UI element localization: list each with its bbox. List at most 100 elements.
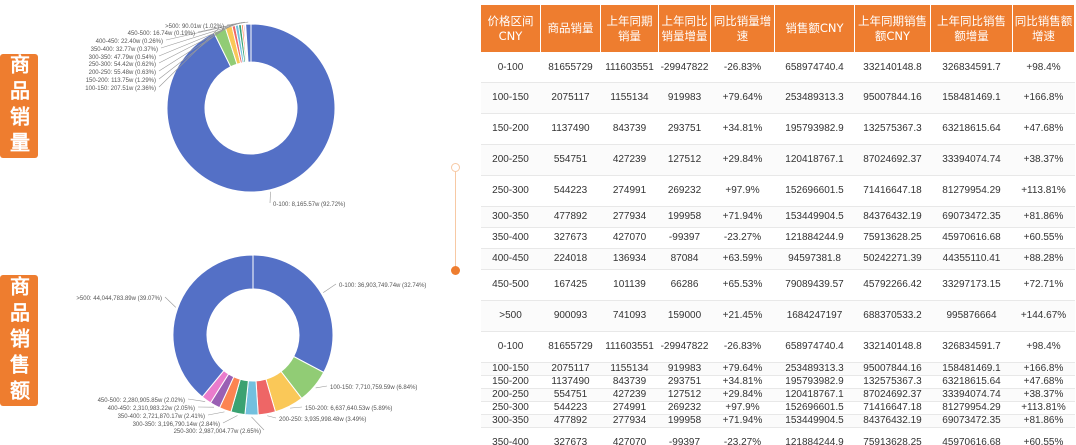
table-cell: 111603551 bbox=[600, 331, 659, 363]
table-cell: -23.27% bbox=[710, 427, 775, 445]
table-cell: 199958 bbox=[658, 414, 711, 428]
table-cell: 120418767.1 bbox=[774, 388, 855, 402]
slice-label: 200-250: 3,935,998.48w (3.49%) bbox=[279, 417, 366, 423]
table-cell: 195793982.9 bbox=[774, 375, 855, 389]
column-header: 上年同期销售额CNY bbox=[854, 4, 931, 53]
table-cell: +38.37% bbox=[1012, 388, 1075, 402]
table-cell: 741093 bbox=[600, 300, 659, 332]
label-leader-line bbox=[290, 406, 303, 409]
column-header: 价格区间CNY bbox=[480, 4, 541, 53]
table-cell: +113.81% bbox=[1012, 175, 1075, 207]
table-cell: 274991 bbox=[600, 401, 659, 415]
table-cell: 81655729 bbox=[540, 331, 601, 363]
table-cell: -26.83% bbox=[710, 52, 775, 83]
table-cell: 45970616.68 bbox=[930, 427, 1013, 445]
table-cell: 554751 bbox=[540, 388, 601, 402]
table-cell: +65.53% bbox=[710, 269, 775, 301]
slice-label: 0-100: 8,165.57w (92.72%) bbox=[273, 202, 345, 208]
table-cell: +166.8% bbox=[1012, 362, 1075, 376]
table-cell: 33297173.15 bbox=[930, 269, 1013, 301]
table-cell: 95007844.16 bbox=[854, 82, 931, 114]
table-cell: 158481469.1 bbox=[930, 82, 1013, 114]
table-cell: 224018 bbox=[540, 248, 601, 270]
table-cell: 136934 bbox=[600, 248, 659, 270]
table-row: 350-400 327673 427070 -99397 -23.27% 12188424… bbox=[480, 227, 1075, 249]
table-cell: 33394074.74 bbox=[930, 144, 1013, 176]
table-cell: 199958 bbox=[658, 206, 711, 228]
table-cell: 167425 bbox=[540, 269, 601, 301]
table-cell: 153449904.5 bbox=[774, 206, 855, 228]
pie-slice->500 bbox=[172, 254, 254, 398]
table-row: 0-100 81655729 111603551 -29947822 -26.83% 65… bbox=[480, 52, 1075, 83]
table-row: 450-500 167425 101139 66286 +65.53% 79089439.… bbox=[480, 269, 1075, 301]
table-row: 200-250 554751 427239 127512 +29.84% 12041876… bbox=[480, 388, 1075, 402]
table-cell: +72.71% bbox=[1012, 269, 1075, 301]
table-cell: +81.86% bbox=[1012, 414, 1075, 428]
column-header: 销售额CNY bbox=[774, 4, 855, 53]
slice-label: 250-300: 54.42w (0.62%) bbox=[89, 62, 156, 68]
table-cell: 95007844.16 bbox=[854, 362, 931, 376]
slice-label: 0-100: 36,903,749.74w (32.74%) bbox=[339, 283, 426, 289]
table-row: >500 900093 741093 159000 +21.45% 1684247197 6… bbox=[480, 300, 1075, 332]
table-cell: 843739 bbox=[600, 113, 659, 145]
table-cell: 87084 bbox=[658, 248, 711, 270]
table-cell: 400-450 bbox=[480, 248, 541, 270]
table-cell: +47.68% bbox=[1012, 375, 1075, 389]
pie-slice-0-100 bbox=[166, 23, 336, 193]
table-cell: 127512 bbox=[658, 388, 711, 402]
slice-label: 200-250: 55.48w (0.63%) bbox=[89, 70, 156, 76]
table-cell: 75913628.25 bbox=[854, 427, 931, 445]
table-cell: 253489313.3 bbox=[774, 362, 855, 376]
table-cell: 843739 bbox=[600, 375, 659, 389]
table-cell: 250-300 bbox=[480, 401, 541, 415]
pie-slice-0-100 bbox=[252, 254, 334, 374]
table-cell: +71.94% bbox=[710, 206, 775, 228]
slice-label: 400-450: 2,310,983.22w (2.05%) bbox=[108, 406, 195, 412]
column-header: 商品销量 bbox=[540, 4, 601, 53]
table-cell: +81.86% bbox=[1012, 206, 1075, 228]
table-cell: 919983 bbox=[658, 362, 711, 376]
table-row: 400-450 224018 136934 87084 +63.59% 94597381.… bbox=[480, 248, 1075, 270]
table-cell: 688370533.2 bbox=[854, 300, 931, 332]
table-cell: 71416647.18 bbox=[854, 401, 931, 415]
table-cell: 1155134 bbox=[600, 362, 659, 376]
table-cell: 195793982.9 bbox=[774, 113, 855, 145]
table-cell: 1137490 bbox=[540, 375, 601, 389]
table-cell: 159000 bbox=[658, 300, 711, 332]
table-cell: 121884244.9 bbox=[774, 227, 855, 249]
table-cell: 0-100 bbox=[480, 331, 541, 363]
table-cell: 332140148.8 bbox=[854, 331, 931, 363]
label-leader-line bbox=[267, 415, 277, 419]
table-cell: 66286 bbox=[658, 269, 711, 301]
table-cell: 300-350 bbox=[480, 206, 541, 228]
table-cell: 253489313.3 bbox=[774, 82, 855, 114]
table-cell: 477892 bbox=[540, 414, 601, 428]
table-cell: 87024692.37 bbox=[854, 144, 931, 176]
table-cell: +38.37% bbox=[1012, 144, 1075, 176]
slice-label: 300-350: 47.79w (0.54%) bbox=[89, 55, 156, 61]
table-cell: 75913628.25 bbox=[854, 227, 931, 249]
table-cell: 327673 bbox=[540, 427, 601, 445]
pie-chart-sales-volume: 0-100: 8,165.57w (92.72%) 100-150: 207.51… bbox=[85, 21, 345, 208]
label-leader-line bbox=[160, 22, 243, 49]
column-header: 上年同比销售额增量 bbox=[930, 4, 1013, 53]
price-range-data-table: 价格区间CNY 商品销量 上年同期销量 上年同比销量增量 同比销量增速 销售额CNY 上年同… bbox=[480, 4, 1075, 445]
table-cell: 293751 bbox=[658, 113, 711, 145]
table-cell: 293751 bbox=[658, 375, 711, 389]
table-cell: 900093 bbox=[540, 300, 601, 332]
label-leader-line bbox=[323, 283, 337, 293]
table-cell: 658974740.4 bbox=[774, 331, 855, 363]
table-cell: 127512 bbox=[658, 144, 711, 176]
table-cell: +144.67% bbox=[1012, 300, 1075, 332]
table-cell: 152696601.5 bbox=[774, 401, 855, 415]
table-cell: 554751 bbox=[540, 144, 601, 176]
table-cell: 33394074.74 bbox=[930, 388, 1013, 402]
column-header: 上年同比销量增量 bbox=[658, 4, 711, 53]
label-leader-line bbox=[158, 22, 240, 57]
table-cell: 544223 bbox=[540, 175, 601, 207]
table-cell: 450-500 bbox=[480, 269, 541, 301]
table-cell: 132575367.3 bbox=[854, 113, 931, 145]
table-cell: 100-150 bbox=[480, 362, 541, 376]
table-header-row: 价格区间CNY 商品销量 上年同期销量 上年同比销量增量 同比销量增速 销售额CNY 上年同… bbox=[480, 4, 1075, 53]
slice-label: 250-300: 2,987,004.77w (2.65%) bbox=[174, 429, 261, 435]
